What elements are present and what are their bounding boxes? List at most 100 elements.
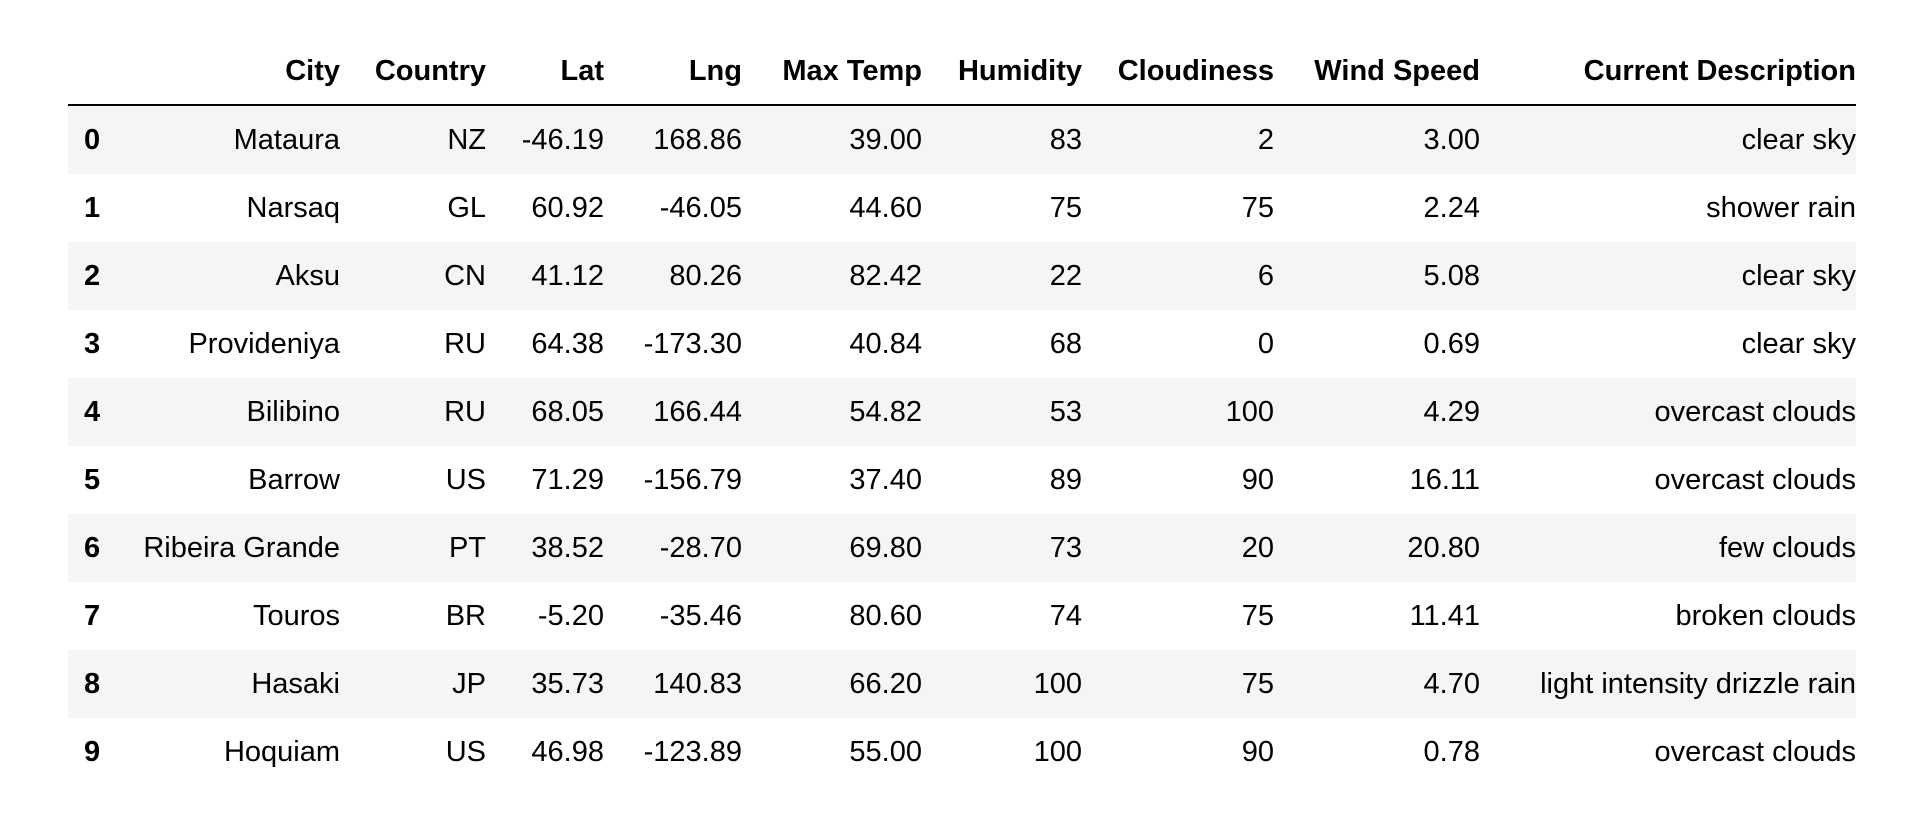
cell-current-description: broken clouds [1675, 599, 1856, 632]
cell-max-temp: 66.20 [849, 667, 922, 700]
cell-country: NZ [447, 123, 486, 156]
row-index: 0 [84, 123, 101, 156]
row-index: 7 [84, 599, 101, 632]
table-row: 4 Bilibino RU 68.05 166.44 54.82 53 100 … [68, 378, 1856, 446]
table-row: 9 Hoquiam US 46.98 -123.89 55.00 100 90 … [68, 718, 1856, 786]
cell-max-temp: 55.00 [849, 735, 922, 768]
cell-wind-speed: 11.41 [1409, 599, 1480, 632]
cell-cloudiness: 90 [1241, 463, 1274, 496]
cell-city: Mataura [233, 123, 340, 156]
table-row: 2 Aksu CN 41.12 80.26 82.42 22 6 5.08 cl… [68, 242, 1856, 310]
cell-humidity: 83 [1049, 123, 1082, 156]
cell-current-description: few clouds [1718, 531, 1856, 564]
header-cloudiness: Cloudiness [1082, 38, 1274, 106]
cell-lat: 71.29 [531, 463, 604, 496]
cell-cloudiness: 75 [1241, 599, 1274, 632]
cell-humidity: 53 [1049, 395, 1082, 428]
header-lat: Lat [486, 38, 604, 106]
table-row: 0 Mataura NZ -46.19 168.86 39.00 83 2 3.… [68, 105, 1856, 174]
cell-current-description: overcast clouds [1654, 395, 1857, 428]
header-index [68, 38, 120, 106]
cell-country: RU [444, 327, 486, 360]
cell-wind-speed: 2.24 [1423, 191, 1480, 224]
cell-lng: 166.44 [653, 395, 742, 428]
dataframe-output: City Country Lat Lng Max Temp Humidity C… [68, 38, 1856, 786]
cell-max-temp: 82.42 [849, 259, 922, 292]
cell-country: RU [444, 395, 486, 428]
cell-lng: -173.30 [643, 327, 742, 360]
cell-city: Bilibino [246, 395, 341, 428]
row-index: 2 [84, 259, 101, 292]
cell-cloudiness: 75 [1241, 191, 1274, 224]
header-lng: Lng [604, 38, 742, 106]
table-row: 5 Barrow US 71.29 -156.79 37.40 89 90 16… [68, 446, 1856, 514]
cell-wind-speed: 16.11 [1409, 463, 1480, 496]
header-country: Country [340, 38, 486, 106]
table-row: 1 Narsaq GL 60.92 -46.05 44.60 75 75 2.2… [68, 174, 1856, 242]
cell-cloudiness: 75 [1241, 667, 1274, 700]
cell-lng: -156.79 [643, 463, 742, 496]
cell-country: US [445, 735, 486, 768]
cell-lng: -28.70 [659, 531, 742, 564]
cell-max-temp: 37.40 [849, 463, 922, 496]
cell-country: US [445, 463, 486, 496]
cell-city: Touros [252, 599, 340, 632]
cell-humidity: 74 [1049, 599, 1082, 632]
cell-lng: -35.46 [659, 599, 742, 632]
cell-country: GL [447, 191, 486, 224]
cell-current-description: clear sky [1741, 327, 1856, 360]
cell-country: PT [448, 531, 486, 564]
row-index: 3 [84, 327, 101, 360]
cell-wind-speed: 0.69 [1423, 327, 1480, 360]
cell-lat: 38.52 [531, 531, 604, 564]
cell-lat: -5.20 [537, 599, 604, 632]
header-row: City Country Lat Lng Max Temp Humidity C… [68, 38, 1856, 106]
cell-current-description: light intensity drizzle rain [1540, 667, 1856, 700]
cell-lat: 35.73 [531, 667, 604, 700]
table-row: 3 Provideniya RU 64.38 -173.30 40.84 68 … [68, 310, 1856, 378]
cell-humidity: 100 [1033, 667, 1082, 700]
cell-lng: -123.89 [643, 735, 742, 768]
cell-cloudiness: 90 [1241, 735, 1274, 768]
cell-wind-speed: 3.00 [1423, 123, 1480, 156]
cell-current-description: overcast clouds [1654, 735, 1857, 768]
cell-city: Barrow [248, 463, 340, 496]
cell-city: Aksu [275, 259, 340, 292]
cell-city: Ribeira Grande [143, 531, 340, 564]
cell-lng: 168.86 [653, 123, 742, 156]
cell-lat: 46.98 [531, 735, 604, 768]
cell-lat: 64.38 [531, 327, 604, 360]
cell-wind-speed: 4.70 [1423, 667, 1480, 700]
cell-wind-speed: 20.80 [1407, 531, 1480, 564]
table-row: 8 Hasaki JP 35.73 140.83 66.20 100 75 4.… [68, 650, 1856, 718]
cell-cloudiness: 6 [1257, 259, 1274, 292]
cell-country: BR [445, 599, 486, 632]
cell-humidity: 73 [1049, 531, 1082, 564]
cell-lat: 41.12 [531, 259, 604, 292]
cell-city: Hasaki [251, 667, 340, 700]
header-city: City [120, 38, 340, 106]
table-row: 6 Ribeira Grande PT 38.52 -28.70 69.80 7… [68, 514, 1856, 582]
cell-city: Hoquiam [223, 735, 340, 768]
cell-wind-speed: 5.08 [1423, 259, 1480, 292]
cell-country: JP [452, 667, 486, 700]
cell-city: Provideniya [188, 327, 340, 360]
row-index: 9 [84, 735, 101, 768]
cell-max-temp: 39.00 [849, 123, 922, 156]
cell-max-temp: 44.60 [849, 191, 922, 224]
weather-dataframe-table: City Country Lat Lng Max Temp Humidity C… [68, 38, 1856, 786]
cell-country: CN [444, 259, 486, 292]
cell-lng: -46.05 [659, 191, 742, 224]
cell-lng: 140.83 [653, 667, 742, 700]
cell-wind-speed: 4.29 [1423, 395, 1480, 428]
cell-humidity: 22 [1049, 259, 1082, 292]
cell-cloudiness: 20 [1241, 531, 1274, 564]
row-index: 8 [84, 667, 101, 700]
cell-current-description: shower rain [1706, 191, 1856, 224]
cell-max-temp: 40.84 [849, 327, 922, 360]
cell-current-description: overcast clouds [1654, 463, 1857, 496]
cell-max-temp: 54.82 [849, 395, 922, 428]
cell-cloudiness: 2 [1257, 123, 1274, 156]
table-header: City Country Lat Lng Max Temp Humidity C… [68, 38, 1856, 106]
cell-lat: 60.92 [531, 191, 604, 224]
